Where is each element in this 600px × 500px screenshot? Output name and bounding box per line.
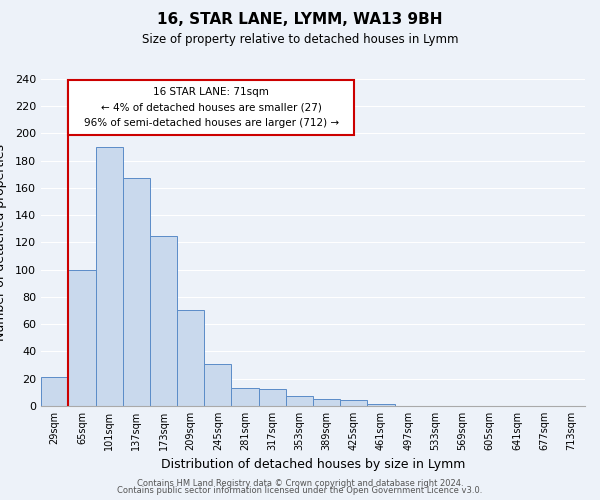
Text: 16 STAR LANE: 71sqm
← 4% of detached houses are smaller (27)
96% of semi-detache: 16 STAR LANE: 71sqm ← 4% of detached hou…	[83, 87, 338, 128]
Bar	[204, 364, 232, 406]
Text: Size of property relative to detached houses in Lymm: Size of property relative to detached ho…	[142, 32, 458, 46]
Bar	[340, 400, 367, 406]
Bar	[122, 178, 150, 406]
Bar	[286, 396, 313, 406]
Text: Contains HM Land Registry data © Crown copyright and database right 2024.: Contains HM Land Registry data © Crown c…	[137, 478, 463, 488]
Bar	[367, 404, 395, 406]
Bar	[95, 147, 122, 406]
Bar	[177, 310, 204, 406]
Bar	[150, 236, 177, 406]
Bar	[259, 390, 286, 406]
Text: Contains public sector information licensed under the Open Government Licence v3: Contains public sector information licen…	[118, 486, 482, 495]
Bar	[41, 377, 68, 406]
Text: 16, STAR LANE, LYMM, WA13 9BH: 16, STAR LANE, LYMM, WA13 9BH	[157, 12, 443, 28]
Bar	[68, 270, 95, 406]
Bar	[232, 388, 259, 406]
X-axis label: Distribution of detached houses by size in Lymm: Distribution of detached houses by size …	[161, 458, 465, 471]
Bar	[313, 399, 340, 406]
Y-axis label: Number of detached properties: Number of detached properties	[0, 144, 7, 341]
